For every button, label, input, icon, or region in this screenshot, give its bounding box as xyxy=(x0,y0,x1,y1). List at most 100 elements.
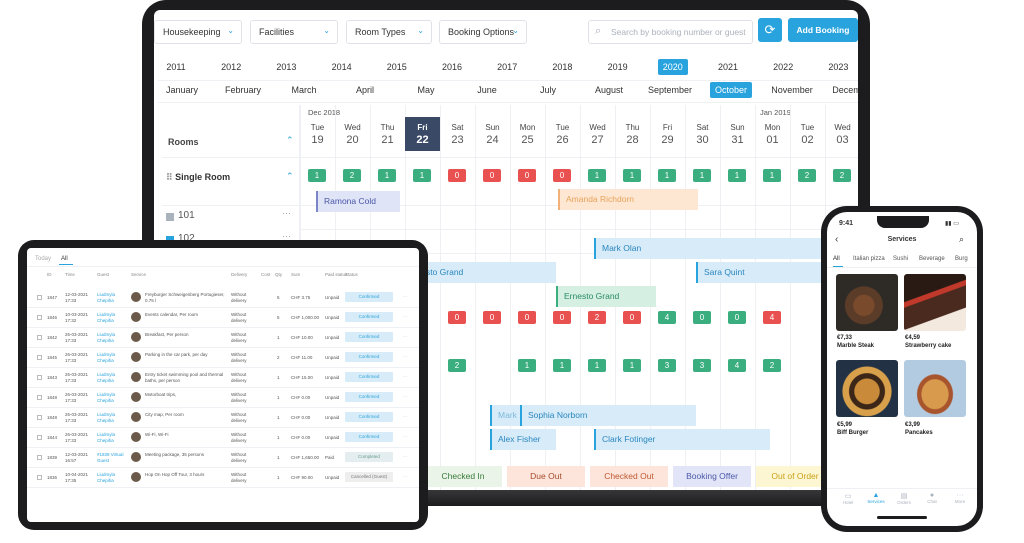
status-badge[interactable]: Confirmed xyxy=(345,432,393,442)
status-badge[interactable]: Confirmed xyxy=(345,292,393,302)
search-icon[interactable]: ⌕ xyxy=(959,234,965,244)
more-icon[interactable]: ··· xyxy=(403,294,408,299)
table-row[interactable]: 1847 12-03-2021 17:33 Liudmyla Chepiha Freyb… xyxy=(27,288,419,308)
more-icon[interactable]: ··· xyxy=(403,334,408,339)
row-checkbox[interactable] xyxy=(37,375,42,380)
booking-bar[interactable]: Sophia Norborn xyxy=(520,405,696,426)
row-checkbox[interactable] xyxy=(37,475,42,480)
year-2018[interactable]: 2018 xyxy=(552,62,573,72)
table-row[interactable]: 1845 26-03-2021 17:33 Liudmyla Chepiha Parki… xyxy=(27,348,419,368)
drag-handle-icon[interactable]: ⠿ xyxy=(166,172,176,182)
row-guest[interactable]: Liudmyla Chepiha xyxy=(97,372,116,383)
tab-all[interactable]: All xyxy=(833,256,840,262)
room-type-label[interactable]: ⠿ Single Room xyxy=(166,172,230,183)
booking-bar[interactable]: Clark Fotinger xyxy=(594,429,770,450)
tab-sushi[interactable]: Sushi xyxy=(893,256,909,262)
row-guest[interactable]: Liudmyla Chepiha xyxy=(97,412,116,423)
year-2023[interactable]: 2023 xyxy=(828,62,849,72)
month-december[interactable]: December xyxy=(832,85,858,95)
row-checkbox[interactable] xyxy=(37,455,42,460)
nav-item-services[interactable]: ▲ Services xyxy=(863,492,889,504)
status-badge[interactable]: Confirmed xyxy=(345,312,393,322)
add-booking-button[interactable]: Add Booking xyxy=(788,18,858,42)
tab-beverage[interactable]: Beverage xyxy=(919,256,945,262)
year-2016[interactable]: 2016 xyxy=(441,62,463,72)
row-checkbox[interactable] xyxy=(37,315,42,320)
booking-bar[interactable]: Alex Fisher xyxy=(490,429,556,450)
year-2015[interactable]: 2015 xyxy=(386,62,407,72)
tab-burg[interactable]: Burg xyxy=(955,256,968,262)
tab-italian-pizza[interactable]: Italian pizza xyxy=(853,256,885,262)
status-badge[interactable]: Completed xyxy=(345,452,393,462)
more-icon[interactable]: ··· xyxy=(403,474,408,479)
year-2019[interactable]: 2019 xyxy=(607,62,628,72)
month-october[interactable]: October xyxy=(709,82,753,98)
year-2012[interactable]: 2012 xyxy=(221,62,242,72)
row-guest[interactable]: Liudmyla Chepiha xyxy=(97,352,116,363)
room-types-dropdown[interactable]: Room Types ⌄ xyxy=(346,20,432,44)
month-march[interactable]: March xyxy=(291,85,317,95)
booking-bar[interactable]: Sara Quint xyxy=(696,262,858,283)
back-icon[interactable]: ‹ xyxy=(835,234,839,245)
row-checkbox[interactable] xyxy=(37,335,42,340)
nav-item-more[interactable]: ··· More xyxy=(947,492,973,504)
row-checkbox[interactable] xyxy=(37,395,42,400)
collapse-icon[interactable]: ⌃ xyxy=(286,171,294,181)
biff-burger-image[interactable] xyxy=(836,360,898,417)
month-september[interactable]: September xyxy=(647,85,693,95)
row-checkbox[interactable] xyxy=(37,435,42,440)
month-august[interactable]: August xyxy=(594,85,624,95)
row-guest[interactable]: Liudmyla Chepiha xyxy=(97,292,116,303)
refresh-button[interactable]: ⟳ xyxy=(758,18,782,42)
row-checkbox[interactable] xyxy=(37,415,42,420)
more-icon[interactable]: ··· xyxy=(403,434,408,439)
row-guest[interactable]: Liudmyla Chepiha xyxy=(97,332,116,343)
year-2017[interactable]: 2017 xyxy=(497,62,518,72)
status-badge[interactable]: Confirmed xyxy=(345,352,393,362)
table-row[interactable]: 1836 10-04-2021 17:35 Liudmyla Chepiha Hop O… xyxy=(27,468,419,488)
status-badge[interactable]: Confirmed xyxy=(345,372,393,382)
more-icon[interactable]: ··· xyxy=(403,314,408,319)
booking-bar[interactable]: Amanda Richdorn xyxy=(558,189,698,210)
year-2021[interactable]: 2021 xyxy=(717,62,739,72)
row-checkbox[interactable] xyxy=(37,355,42,360)
table-row[interactable]: 1848 26-03-2021 17:33 Liudmyla Chepiha City … xyxy=(27,408,419,428)
pancakes-image[interactable] xyxy=(904,360,966,417)
more-icon[interactable]: ··· xyxy=(403,454,408,459)
status-badge[interactable]: Confirmed xyxy=(345,332,393,342)
search-input[interactable]: ⌕ Search by booking number or guest xyxy=(588,20,753,44)
table-row[interactable]: 1844 26-03-2021 17:33 Liudmyla Chepiha Wi-Fi… xyxy=(27,428,419,448)
month-january[interactable]: January xyxy=(165,85,199,95)
year-2013[interactable]: 2013 xyxy=(276,62,297,72)
row-guest[interactable]: Liudmyla Chepiha xyxy=(97,472,116,483)
more-icon[interactable]: ··· xyxy=(403,374,408,379)
month-february[interactable]: February xyxy=(224,85,262,95)
year-2022[interactable]: 2022 xyxy=(773,62,794,72)
nav-item-hotel[interactable]: ▭ Hotel xyxy=(835,492,861,505)
more-icon[interactable]: ··· xyxy=(403,354,408,359)
booking-bar[interactable]: Ramona Cold xyxy=(316,191,400,212)
table-row[interactable]: 1846 10-03-2021 17:32 Liudmyla Chepiha Event… xyxy=(27,308,419,328)
more-icon[interactable]: ··· xyxy=(403,394,408,399)
strawberry-cake-image[interactable] xyxy=(904,274,966,331)
marble-steak-image[interactable] xyxy=(836,274,898,331)
facilities-dropdown[interactable]: Facilities ⌄ xyxy=(250,20,338,44)
table-row[interactable]: 1848 26-03-2021 17:33 Liudmyla Chepiha Motor… xyxy=(27,388,419,408)
row-guest[interactable]: #1839 Virtual Guest xyxy=(97,452,124,463)
nav-item-chat[interactable]: ● Chat xyxy=(919,492,945,504)
status-badge[interactable]: Cancelled (Guest) xyxy=(345,472,393,482)
collapse-icon[interactable]: ⌃ xyxy=(286,135,294,145)
table-row[interactable]: 1842 26-03-2021 17:33 Liudmyla Chepiha Break… xyxy=(27,328,419,348)
booking-options-dropdown[interactable]: Booking Options ⌄ xyxy=(439,20,527,44)
more-icon[interactable]: ··· xyxy=(403,414,408,419)
table-row[interactable]: 1843 26-03-2021 17:33 Liudmyla Chepiha Entry… xyxy=(27,368,419,388)
nav-item-orders[interactable]: ▤ Orders xyxy=(891,492,917,505)
month-april[interactable]: April xyxy=(355,85,375,95)
booking-bar[interactable]: Mark xyxy=(490,405,526,426)
tab-today[interactable]: Today xyxy=(35,256,52,262)
row-guest[interactable]: Liudmyla Chepiha xyxy=(97,432,116,443)
row-guest[interactable]: Liudmyla Chepiha xyxy=(97,392,116,403)
row-checkbox[interactable] xyxy=(37,295,42,300)
row-guest[interactable]: Liudmyla Chepiha xyxy=(97,312,116,323)
year-2011[interactable]: 2011 xyxy=(166,62,186,72)
